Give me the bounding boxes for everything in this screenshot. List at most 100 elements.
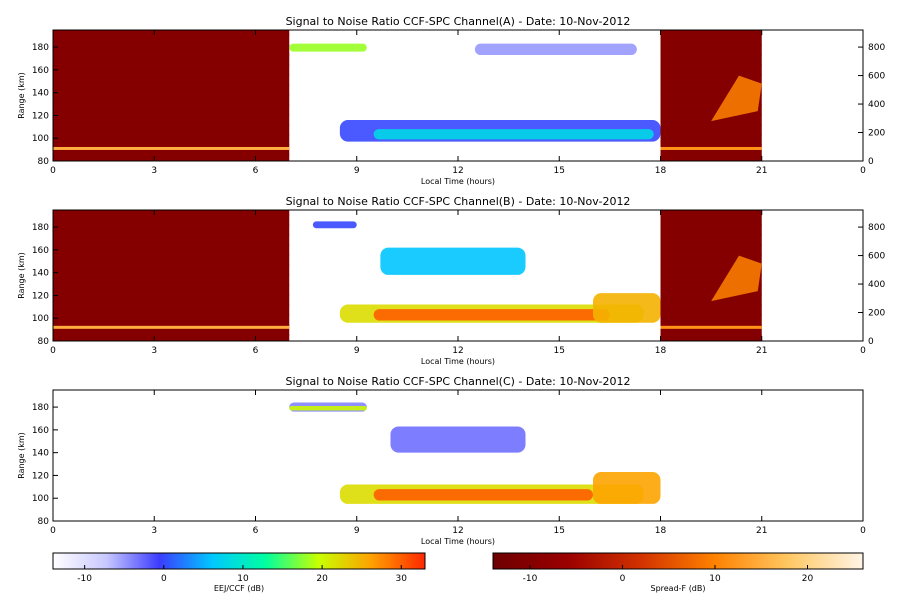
x-tick-label: 6 [253,166,259,176]
echo-line-0 [53,325,290,329]
x-axis-label: Local Time (hours) [421,357,495,366]
colorbar-tick-label: -10 [523,574,538,584]
x-tick-label: 12 [452,346,463,356]
y-tick-label: 180 [32,43,49,53]
plot-area [53,30,762,161]
plot-area [289,402,661,504]
y-tick-label: 180 [32,223,49,233]
colorbar-tick-label: -10 [77,574,92,584]
x-tick-label: 18 [655,346,667,356]
x-tick-label: 3 [151,166,157,176]
echo-region-3 [373,489,593,501]
echo-region-2 [289,43,367,52]
y-tick-label: 160 [32,246,49,256]
colorbar-gradient [493,553,863,569]
y2-tick-label: 400 [868,100,885,110]
x-tick-label: 0 [860,346,866,356]
x-tick-label: 21 [756,346,767,356]
y2-tick-label: 400 [868,280,885,290]
colorbar-tick-label: 20 [802,574,814,584]
y2-tick-label: 600 [868,252,885,262]
x-tick-label: 0 [860,526,866,536]
x-tick-label: 18 [655,526,667,536]
x-tick-label: 21 [756,526,767,536]
colorbar-tick-label: 20 [316,574,328,584]
x-tick-label: 0 [860,166,866,176]
chart-panel-b: Signal to Noise Ratio CCF-SPC Channel(B)… [17,195,885,366]
y2-tick-label: 600 [868,72,885,82]
echo-region-6 [380,247,526,275]
colorbar-eej: -10 0 10 20 30 EEJ/CCF (dB) [52,552,426,593]
colorbar-spreadf: -10 0 10 20 Spread-F (dB) [492,552,864,593]
echo-region-4 [373,129,654,140]
x-tick-label: 6 [253,526,259,536]
y-tick-label: 160 [32,426,49,436]
echo-line-1 [660,146,762,150]
y2-tick-label: 200 [868,129,885,139]
x-tick-label: 9 [354,526,360,536]
x-tick-label: 0 [50,526,56,536]
x-tick-label: 3 [151,526,157,536]
x-tick-label: 9 [354,166,360,176]
y2-tick-label: 800 [868,223,885,233]
colorbar-tick-label: 10 [709,574,721,584]
y2-tick-label: 0 [868,157,874,167]
x-axis-label: Local Time (hours) [421,537,495,546]
x-axis-label: Local Time (hours) [421,177,495,186]
y-tick-label: 140 [32,269,49,279]
y-axis-label: Range (km) [17,72,26,119]
echo-region-4 [373,309,610,321]
y2-tick-label: 200 [868,309,885,319]
x-tick-label: 18 [655,166,667,176]
colorbar-tick-label: 0 [161,574,167,584]
chart-panel-c: Signal to Noise Ratio CCF-SPC Channel(C)… [17,375,866,546]
chart-title: Signal to Noise Ratio CCF-SPC Channel(B)… [286,195,631,208]
spreadf-plume-7 [711,255,762,302]
y-tick-label: 80 [38,157,50,167]
echo-region-4 [593,472,661,504]
y-axis-label: Range (km) [17,432,26,479]
y-tick-label: 80 [38,337,50,347]
y2-tick-label: 800 [868,43,885,53]
colorbar-label: EEJ/CCF (dB) [214,584,264,593]
spreadf-plume-6 [711,75,762,122]
x-tick-label: 0 [50,346,56,356]
x-tick-label: 15 [554,526,565,536]
echo-region-5 [593,293,661,323]
colorbar-frame [52,552,426,570]
chart-title: Signal to Noise Ratio CCF-SPC Channel(C)… [285,375,630,388]
y-tick-label: 140 [32,89,49,99]
y-axis-label: Range (km) [17,252,26,299]
x-tick-label: 12 [452,166,463,176]
y-tick-label: 120 [32,471,49,481]
echo-region-5 [474,43,637,56]
y-tick-label: 100 [32,134,49,144]
y-tick-label: 100 [32,494,49,504]
echo-line-0 [53,146,290,150]
y-tick-label: 160 [32,66,49,76]
colorbar-label: Spread-F (dB) [650,584,705,593]
x-tick-label: 15 [554,346,565,356]
colorbar-tick-label: 0 [620,574,626,584]
y-tick-label: 80 [38,517,50,527]
x-tick-label: 15 [554,166,565,176]
echo-region-5 [390,426,526,453]
chart-title: Signal to Noise Ratio CCF-SPC Channel(A)… [286,15,631,28]
echo-line-1 [660,325,762,329]
y-tick-label: 120 [32,111,49,121]
echo-region-1 [289,405,367,411]
x-tick-label: 0 [50,166,56,176]
chart-panel-a: Signal to Noise Ratio CCF-SPC Channel(A)… [17,15,885,186]
colorbar-frame [492,552,864,570]
colorbar-gradient [53,553,425,569]
echo-region-2 [312,221,357,229]
x-tick-label: 9 [354,346,360,356]
y-tick-label: 140 [32,449,49,459]
y-tick-label: 120 [32,291,49,301]
y-tick-label: 100 [32,314,49,324]
colorbar-tick-label: 30 [396,574,408,584]
plot-area [53,210,762,341]
x-tick-label: 21 [756,166,767,176]
y-tick-label: 180 [32,403,49,413]
